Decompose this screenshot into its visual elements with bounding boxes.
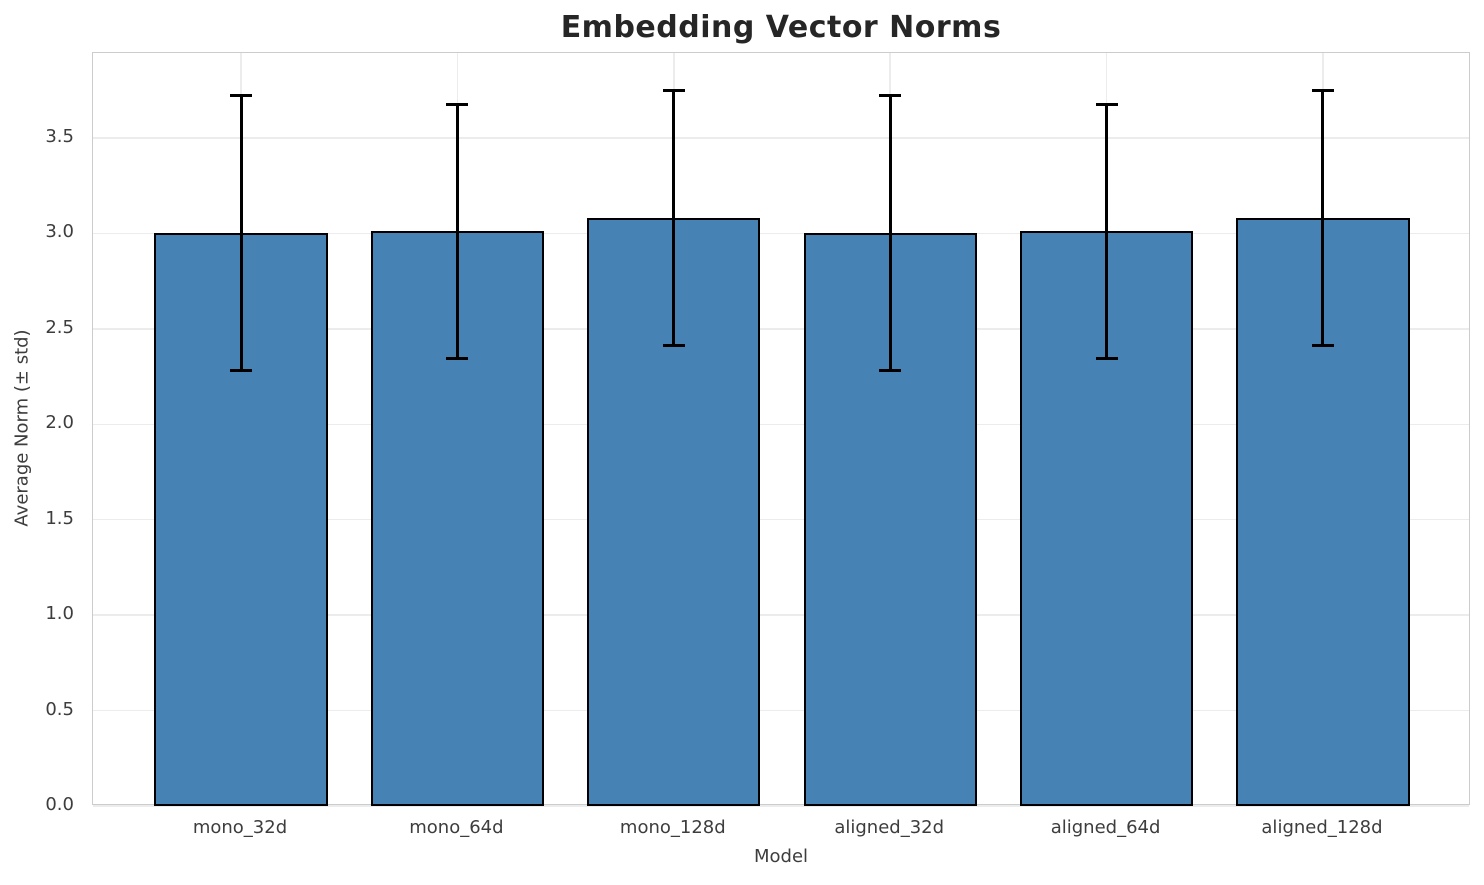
x-tick-label: mono_32d <box>192 817 288 838</box>
bar <box>803 233 977 806</box>
error-bar-cap <box>1095 103 1118 107</box>
error-bar-cap <box>446 103 469 107</box>
error-bar-line <box>1105 104 1109 359</box>
x-axis-label: Model <box>753 846 809 867</box>
error-bar-cap <box>1311 88 1334 92</box>
chart-title: Embedding Vector Norms <box>560 10 1002 45</box>
error-bar-cap <box>1095 356 1118 360</box>
y-tick-label: 2.5 <box>45 316 74 338</box>
h-grid-line <box>93 805 1469 807</box>
y-tick-label: 2.0 <box>45 412 74 434</box>
x-tick-label: aligned_128d <box>1261 817 1383 838</box>
x-tick-label: mono_128d <box>619 817 726 838</box>
error-bar-cap <box>662 344 685 348</box>
error-bar-cap <box>230 94 252 98</box>
error-bar-line <box>455 104 459 359</box>
error-bar-cap <box>446 356 469 360</box>
error-bar-line <box>888 95 892 371</box>
h-grid-line <box>93 614 1469 616</box>
error-bar-cap <box>662 88 685 92</box>
error-bar-cap <box>879 94 902 98</box>
h-grid-line <box>93 137 1469 139</box>
h-grid-line <box>93 709 1469 712</box>
error-bar-line <box>239 95 243 371</box>
y-tick-label: 1.0 <box>45 603 74 625</box>
x-tick-label: mono_64d <box>409 817 504 838</box>
error-bar-cap <box>230 369 252 373</box>
plot-area <box>92 52 1470 807</box>
h-grid-line <box>93 328 1469 330</box>
h-grid-line <box>93 232 1469 235</box>
y-tick-label: 3.5 <box>45 125 74 147</box>
x-tick-label: aligned_64d <box>1050 817 1161 838</box>
bar <box>587 218 761 806</box>
error-bar-cap <box>879 369 902 373</box>
error-bar-cap <box>1311 344 1334 348</box>
y-tick-label: 0.0 <box>45 794 74 815</box>
y-tick-label: 1.5 <box>45 507 74 529</box>
error-bar-line <box>672 90 676 346</box>
h-grid-line <box>93 518 1469 521</box>
h-grid-line <box>93 423 1469 425</box>
x-tick-label: aligned_32d <box>834 817 945 838</box>
y-tick-label: 3.0 <box>45 221 74 243</box>
error-bar-line <box>1321 90 1325 346</box>
y-tick-label: 0.5 <box>45 698 74 720</box>
